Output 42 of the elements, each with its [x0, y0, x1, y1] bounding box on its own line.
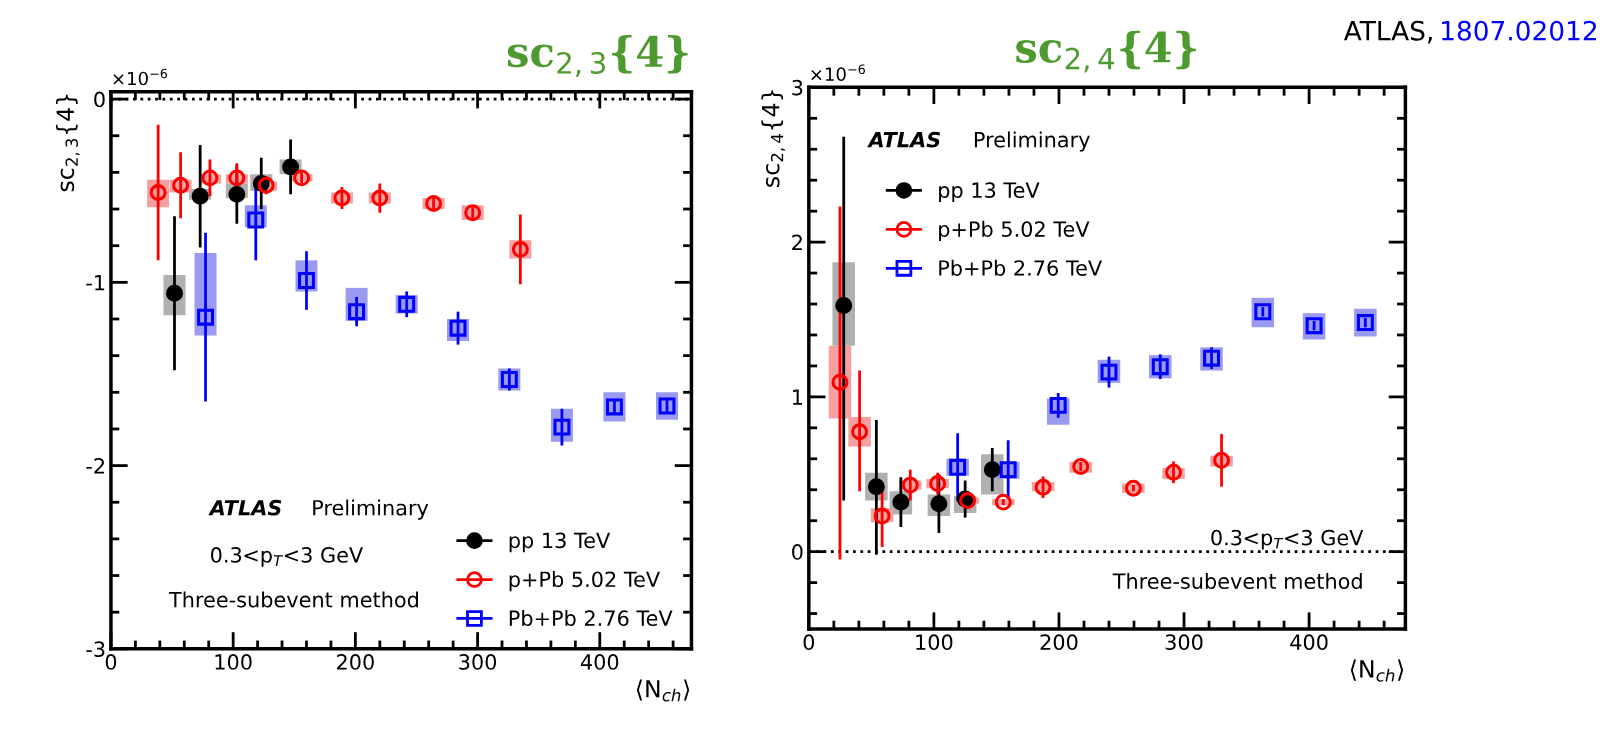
legend-label: Pb+Pb 2.76 TeV	[509, 609, 673, 627]
x-axis-title: ⟨N$_{ch}$⟩	[636, 679, 690, 702]
y-tick-label: 0	[94, 91, 105, 108]
x-tick-label: 200	[337, 654, 374, 670]
legend-label: Pb+Pb 2.76 TeV	[939, 259, 1102, 276]
x-axis-title: ⟨N$_{ch}$⟩	[1350, 659, 1404, 682]
text: ×10$^{−6}$	[113, 68, 168, 86]
y-axis-title: sc$_{2,3}${4}	[55, 94, 80, 192]
legend-label: p+Pb 5.02 TeV	[939, 220, 1090, 242]
x-tick-label: 300	[1165, 634, 1203, 651]
x-tick-label: 200	[1040, 634, 1078, 651]
legend-label: pp 13 TeV	[509, 532, 611, 553]
legend-label: p+Pb 5.02 TeV	[509, 571, 660, 592]
chart-title: sc$_{2,3}${4}	[507, 35, 688, 77]
y-tick-label: 2	[792, 234, 802, 251]
annotation: 0.3<p$_{T}$<3 GeV	[211, 547, 364, 567]
annotation: ATLAS	[208, 499, 282, 516]
y-tick-label: -3	[86, 641, 105, 658]
chart-title: sc$_{2,4}${4}	[1016, 30, 1196, 73]
x-tick-label: 400	[1290, 634, 1328, 651]
annotation: Three-subevent method	[168, 591, 418, 608]
legend-label: pp 13 TeV	[939, 182, 1040, 203]
text: 1807.02012	[1442, 20, 1597, 41]
y-tick-label: 0	[792, 544, 803, 560]
annotation: Three-subevent method	[1112, 572, 1362, 590]
x-tick-label: 100	[215, 654, 252, 670]
text: ATLAS,	[1343, 20, 1432, 44]
y-axis-title: sc$_{2,4}${4}	[761, 90, 786, 187]
annotation: 0.3<p$_{T}$<3 GeV	[1211, 529, 1364, 550]
x-tick-label: 100	[916, 634, 953, 651]
y-tick-label: 3	[792, 79, 803, 96]
text: ×10$^{−6}$	[811, 64, 865, 81]
annotation: ATLAS	[867, 131, 941, 148]
annotation: Preliminary	[974, 131, 1090, 152]
y-tick-label: 1	[793, 389, 803, 405]
annotation: Preliminary	[313, 499, 429, 520]
x-tick-label: 0	[105, 654, 117, 670]
x-tick-label: 400	[580, 654, 619, 670]
x-tick-label: 300	[459, 654, 497, 670]
x-tick-label: 0	[803, 634, 815, 651]
y-tick-label: -1	[86, 275, 105, 291]
y-tick-label: -2	[86, 458, 105, 474]
